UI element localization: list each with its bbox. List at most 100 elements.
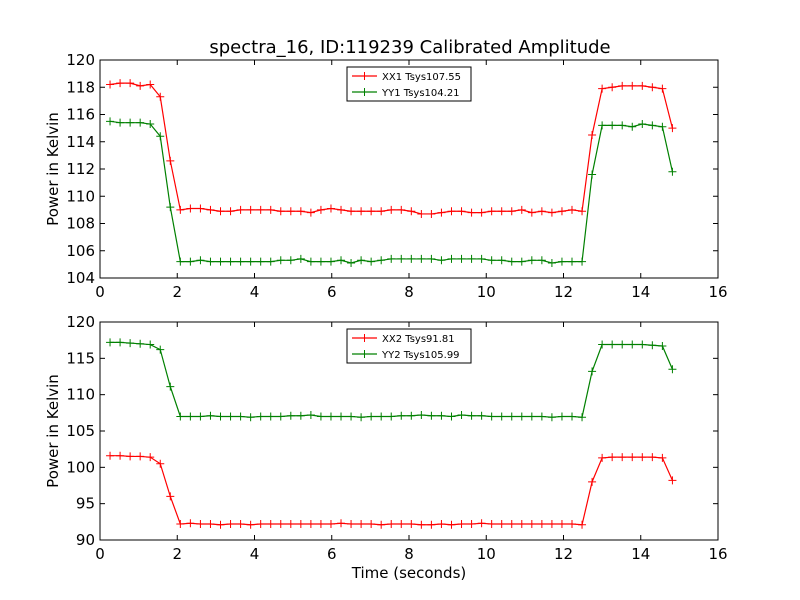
top-data-point (156, 92, 165, 101)
top-data-point (306, 257, 315, 266)
bottom-data-point (427, 520, 436, 529)
top-data-point (608, 121, 617, 130)
top-data-point (166, 203, 175, 212)
top-data-point (176, 205, 185, 214)
bottom-data-point (487, 520, 496, 529)
top-data-point (286, 207, 295, 216)
bottom-data-point (196, 412, 205, 421)
bottom-data-point (588, 477, 597, 486)
bottom-data-point (477, 411, 486, 420)
top-data-point (226, 207, 235, 216)
top-data-point (588, 170, 597, 179)
top-data-point (437, 208, 446, 217)
top-data-point (337, 205, 346, 214)
top-data-point (578, 207, 587, 216)
bottom-data-point (126, 339, 135, 348)
top-data-point (246, 205, 255, 214)
bottom-data-point (266, 412, 275, 421)
bottom-data-point (497, 520, 506, 529)
bottom-data-point (176, 520, 185, 529)
bottom-x-tick-label: 2 (172, 545, 182, 563)
bottom-data-point (246, 520, 255, 529)
top-data-point (126, 118, 135, 127)
bottom-data-point (316, 412, 325, 421)
bottom-data-point (196, 520, 205, 529)
top-x-tick-label: 4 (250, 283, 260, 301)
top-data-point (296, 207, 305, 216)
top-data-point (618, 121, 627, 130)
bottom-data-point (377, 520, 386, 529)
top-data-point (497, 256, 506, 265)
top-y-tick-label: 118 (66, 78, 95, 96)
bottom-data-point (206, 411, 215, 420)
top-x-tick-label: 10 (477, 283, 496, 301)
bottom-legend-marker-2 (360, 350, 369, 358)
bottom-data-point (126, 452, 135, 461)
top-data-point (326, 257, 335, 266)
bottom-data-point (618, 453, 627, 462)
bottom-data-point (557, 412, 566, 421)
bottom-data-point (638, 340, 647, 349)
bottom-data-point (648, 453, 657, 462)
top-data-point (537, 207, 546, 216)
bottom-data-point (357, 413, 366, 422)
bottom-data-point (337, 519, 346, 528)
top-data-point (387, 254, 396, 263)
top-data-point (367, 207, 376, 216)
top-data-point (156, 132, 165, 141)
bottom-data-point (407, 411, 416, 420)
bottom-data-point (467, 411, 476, 420)
bottom-data-point (146, 453, 155, 462)
top-data-point (326, 204, 335, 213)
bottom-data-point (276, 520, 285, 529)
top-data-point (196, 204, 205, 213)
bottom-data-point (658, 341, 667, 350)
bottom-data-point (658, 453, 667, 462)
top-data-point (668, 167, 677, 176)
bottom-data-point (306, 520, 315, 529)
top-data-point (367, 257, 376, 266)
bottom-data-point (186, 519, 195, 528)
top-data-point (276, 256, 285, 265)
bottom-data-point (578, 520, 587, 529)
bottom-data-point (588, 367, 597, 376)
top-legend: XX1 Tsys107.55 YY1 Tsys104.21 (346, 66, 472, 102)
top-x-tick-label: 0 (95, 283, 105, 301)
bottom-series-markers-1 (106, 451, 677, 529)
bottom-data-point (477, 519, 486, 528)
top-x-tick-label: 14 (631, 283, 650, 301)
top-data-point (547, 259, 556, 268)
top-data-point (567, 205, 576, 214)
top-data-point (658, 84, 667, 93)
bottom-data-point (598, 453, 607, 462)
top-data-point (598, 121, 607, 130)
top-data-point (407, 207, 416, 216)
top-data-point (437, 256, 446, 265)
top-data-point (477, 208, 486, 217)
bottom-data-point (668, 476, 677, 485)
top-data-point (537, 256, 546, 265)
bottom-data-point (427, 411, 436, 420)
top-data-point (578, 257, 587, 266)
bottom-y-tick-label: 100 (66, 458, 95, 476)
top-data-point (316, 205, 325, 214)
top-data-point (387, 205, 396, 214)
top-data-point (447, 207, 456, 216)
bottom-x-axis-label: Time (seconds) (351, 564, 467, 582)
bottom-x-tick-label: 16 (708, 545, 727, 563)
bottom-data-point (377, 412, 386, 421)
top-data-point (106, 117, 115, 126)
top-data-point (477, 254, 486, 263)
top-data-point (337, 256, 346, 265)
top-data-point (457, 207, 466, 216)
bottom-data-point (367, 412, 376, 421)
top-data-point (136, 118, 145, 127)
top-data-point (216, 207, 225, 216)
bottom-data-point (397, 520, 406, 529)
top-data-point (186, 257, 195, 266)
top-data-point (316, 257, 325, 266)
bottom-legend-label-1: XX2 Tsys91.81 (382, 334, 455, 345)
top-legend-marker-2 (360, 88, 369, 96)
bottom-data-point (296, 520, 305, 529)
bottom-data-point (316, 520, 325, 529)
